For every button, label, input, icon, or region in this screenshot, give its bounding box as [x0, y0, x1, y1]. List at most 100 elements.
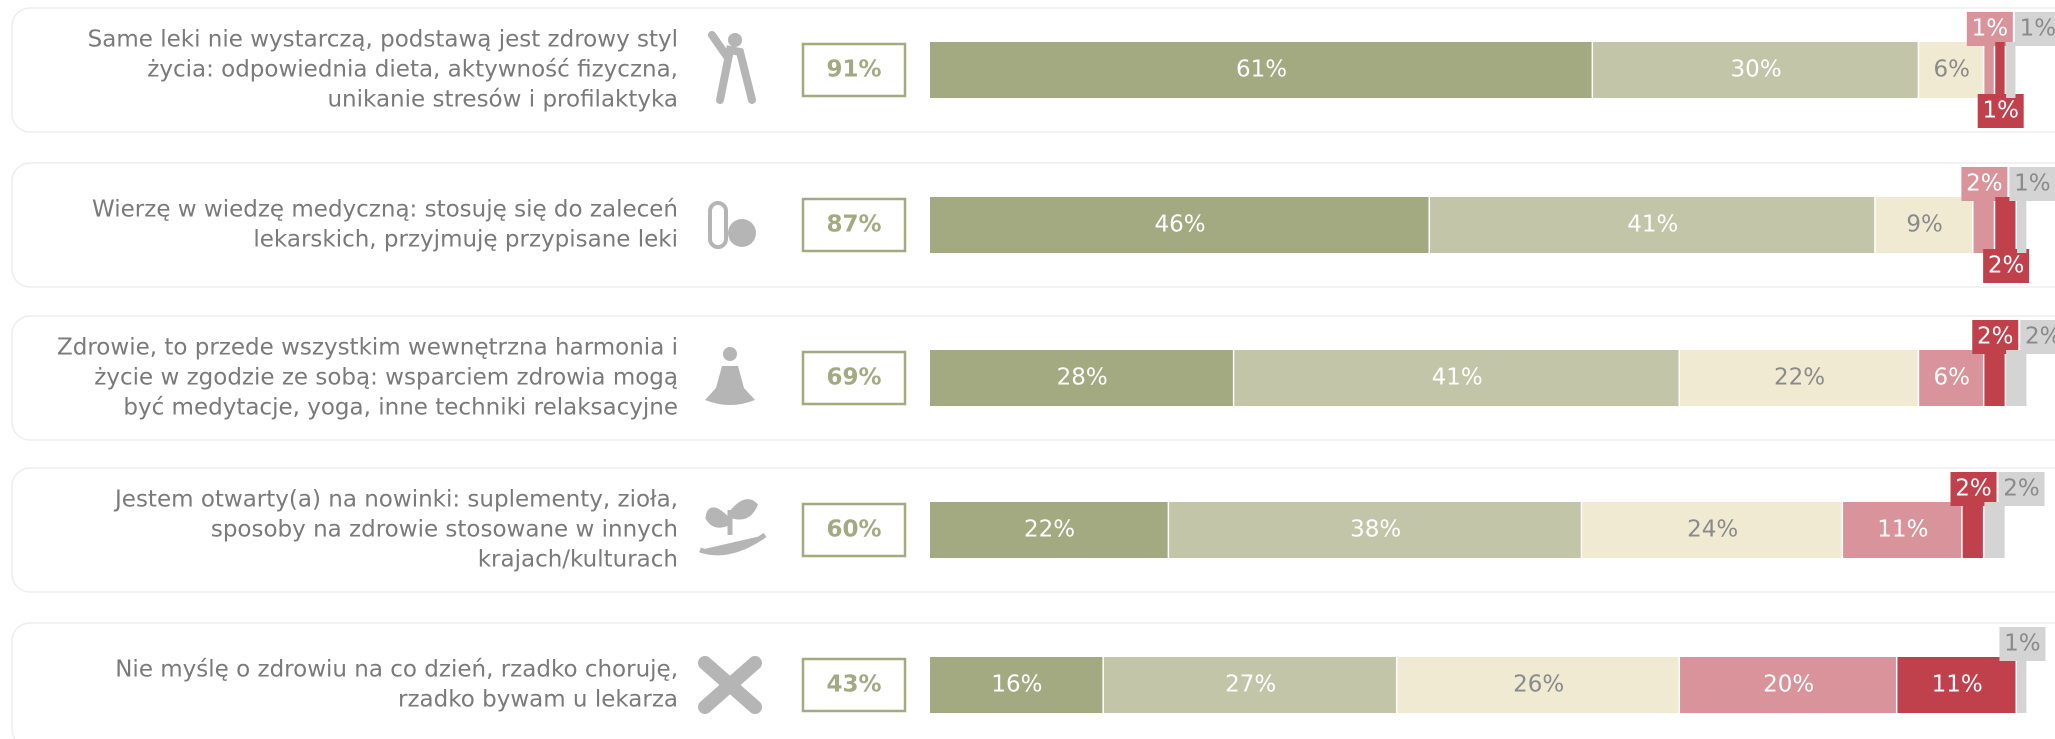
statement: życie w zgodzie ze sobą: wsparciem zdrow…: [94, 365, 678, 391]
value-label: 46%: [1154, 212, 1205, 238]
value-label-box: [1950, 472, 1997, 506]
value-label: 2%: [1977, 324, 2014, 350]
bar-segment: [930, 350, 1233, 406]
value-label: 2%: [1966, 171, 2003, 197]
total-label: 43%: [826, 672, 881, 698]
bar-segment: [1680, 657, 1896, 713]
statement: Zdrowie, to przede wszystkim wewnętrzna …: [57, 335, 678, 361]
bar-segment: [1995, 42, 2005, 98]
statement: Same leki nie wystarczą, podstawą jest z…: [88, 27, 678, 53]
bar-segment: [1582, 502, 1842, 558]
value-label-box: [1961, 167, 2008, 201]
value-label: 26%: [1513, 672, 1564, 698]
value-label: 2%: [2025, 324, 2055, 350]
bar-segment: [930, 197, 1429, 253]
value-label: 6%: [1934, 57, 1971, 83]
bar-segment: [1919, 42, 1983, 98]
bar-segment: [2006, 42, 2016, 98]
statement: być medytacje, yoga, inne techniki relak…: [123, 395, 678, 421]
value-label-box: [1998, 472, 2045, 506]
statement: Wierzę w wiedzę medyczną: stosuję się do…: [92, 197, 678, 223]
value-label: 1%: [1982, 98, 2019, 124]
icon: [708, 201, 728, 249]
bar-segment: [1169, 502, 1581, 558]
value-label: 1%: [2014, 171, 2051, 197]
row-card: [11, 467, 2055, 593]
total-box: [801, 197, 907, 253]
total-label: 69%: [826, 365, 881, 391]
bar-segment: [1875, 197, 1973, 253]
row-card: [11, 622, 2055, 739]
value-label: 2%: [2003, 476, 2040, 502]
icon: [728, 219, 756, 247]
icon: [708, 31, 756, 104]
value-label-box: [1977, 94, 2024, 128]
bar-segment: [1984, 502, 2005, 558]
icon: [728, 33, 742, 47]
bar-segment: [2017, 657, 2027, 713]
bar-segment: [1973, 197, 1994, 253]
statement: krajach/kulturach: [478, 547, 678, 573]
value-label: 1%: [2020, 16, 2055, 42]
bar-segment: [1593, 42, 1918, 98]
statement: Nie myślę o zdrowiu na co dzień, rzadko …: [115, 657, 678, 683]
bar-segment: [1984, 350, 2005, 406]
value-label: 41%: [1627, 212, 1678, 238]
value-label: 9%: [1906, 212, 1943, 238]
row-card: [11, 162, 2055, 288]
value-label: 24%: [1687, 517, 1738, 543]
value-label-box: [1983, 249, 2030, 283]
value-label: 11%: [1877, 517, 1928, 543]
statement: życia: odpowiednia dieta, aktywność fizy…: [147, 57, 678, 83]
bar-segment: [1962, 502, 1983, 558]
bar-segment: [1103, 657, 1396, 713]
bar-segment: [1680, 350, 1918, 406]
total-label: 87%: [826, 212, 881, 238]
value-label: 27%: [1225, 672, 1276, 698]
value-label: 22%: [1024, 517, 1075, 543]
value-label: 30%: [1731, 57, 1782, 83]
value-label: 1%: [1972, 16, 2009, 42]
value-label: 2%: [1955, 476, 1992, 502]
value-label: 41%: [1432, 365, 1483, 391]
bar-segment: [1919, 350, 1983, 406]
value-label-box: [2009, 167, 2055, 201]
total-label: 60%: [826, 517, 881, 543]
row-card: [11, 7, 2055, 133]
total-box: [801, 42, 907, 98]
value-label-box: [1972, 320, 2019, 354]
bar-segment: [1843, 502, 1962, 558]
bar-segment: [1430, 197, 1875, 253]
bar-segment: [1984, 42, 1994, 98]
bar-segment: [1995, 197, 2016, 253]
bar-segment: [1897, 657, 2016, 713]
icon: [723, 347, 737, 361]
total-box: [801, 350, 907, 406]
value-label: 1%: [2004, 631, 2041, 657]
bar-segment: [2017, 197, 2027, 253]
bar-segment: [1397, 657, 1679, 713]
icon: [699, 499, 767, 556]
bar-segment: [930, 502, 1168, 558]
statement: rzadko bywam u lekarza: [398, 687, 678, 713]
bar-segment: [1234, 350, 1679, 406]
value-label: 61%: [1236, 57, 1287, 83]
bar-segment: [2006, 350, 2027, 406]
total-box: [801, 502, 907, 558]
icon: [705, 366, 755, 405]
statement: sposoby na zdrowie stosowane w innych: [211, 517, 678, 543]
row-card: [11, 315, 2055, 441]
value-label: 11%: [1932, 672, 1983, 698]
bar-segment: [930, 42, 1592, 98]
total-label: 91%: [826, 57, 881, 83]
value-label-box: [2014, 12, 2055, 46]
value-label-box: [1966, 12, 2013, 46]
value-label-box: [2020, 320, 2055, 354]
statement: Jestem otwarty(a) na nowinki: suplementy…: [113, 487, 678, 513]
bar-segment: [930, 657, 1103, 713]
value-label: 6%: [1934, 365, 1971, 391]
value-label-box: [1999, 627, 2046, 661]
statement: lekarskich, przyjmuję przypisane leki: [253, 227, 678, 253]
value-label: 28%: [1057, 365, 1108, 391]
